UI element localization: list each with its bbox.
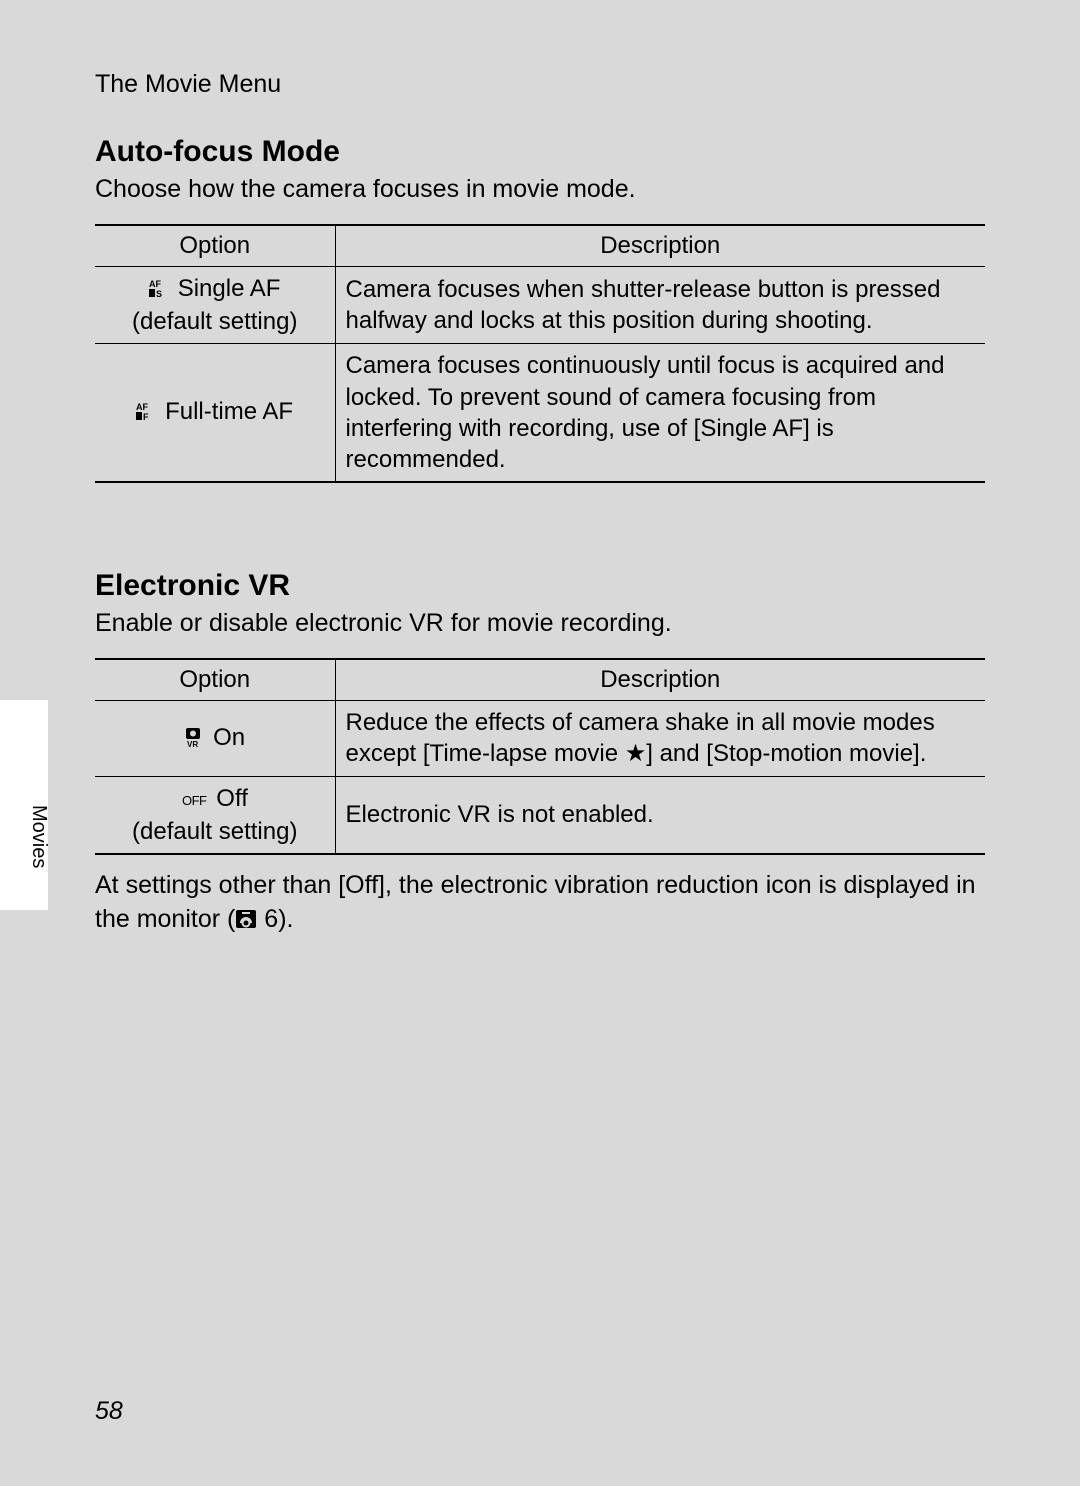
vr-option-on: VR On <box>95 701 335 776</box>
vr-on-desc-post: ] and [Stop-motion movie]. <box>646 740 926 767</box>
af-option-single-desc: Camera focuses when shutter-release butt… <box>335 267 985 344</box>
af-col-option: Option <box>95 225 335 267</box>
table-row: AF S Single AF (default setting) Camera … <box>95 267 985 344</box>
af-option-single-sub: (default setting) <box>105 306 325 337</box>
section-title-vr: Electronic VR <box>95 569 985 603</box>
vr-note-pre: At settings other than [Off], the electr… <box>95 871 976 933</box>
svg-text:VR: VR <box>187 740 198 747</box>
vr-on-icon: VR <box>184 724 206 755</box>
chapter-title: The Movie Menu <box>95 70 985 99</box>
table-row: AF F Full-time AF Camera focuses continu… <box>95 344 985 482</box>
vr-col-desc: Description <box>335 659 985 701</box>
vr-note-post: ). <box>278 905 293 933</box>
page-number: 58 <box>95 1397 123 1426</box>
vr-option-off-label: Off <box>216 785 248 812</box>
vr-table: Option Description VR <box>95 658 985 855</box>
section-title-af: Auto-focus Mode <box>95 135 985 169</box>
svg-text:F: F <box>143 412 149 421</box>
svg-text:AF: AF <box>136 402 148 412</box>
vr-col-option: Option <box>95 659 335 701</box>
vr-option-off-sub: (default setting) <box>105 816 325 847</box>
vr-option-on-label: On <box>213 724 245 751</box>
af-option-fulltime: AF F Full-time AF <box>95 344 335 482</box>
side-tab-label: Movies <box>27 805 50 868</box>
table-row: OFF Off (default setting) Electronic VR … <box>95 776 985 854</box>
ref-page-icon <box>235 905 257 939</box>
af-option-fulltime-label: Full-time AF <box>165 398 293 425</box>
af-fulltime-icon: AF F <box>136 398 158 429</box>
vr-option-off-desc: Electronic VR is not enabled. <box>335 776 985 854</box>
af-option-single-label: Single AF <box>178 275 281 302</box>
table-row: VR On Reduce the effects of camera shake… <box>95 701 985 776</box>
vr-option-off: OFF Off (default setting) <box>95 776 335 854</box>
af-col-desc: Description <box>335 225 985 267</box>
svg-text:S: S <box>156 289 162 298</box>
off-icon: OFF <box>182 785 210 816</box>
svg-text:AF: AF <box>149 279 161 289</box>
manual-page: Movies The Movie Menu Auto-focus Mode Ch… <box>0 0 1080 1486</box>
vr-note-ref: 6 <box>264 905 278 933</box>
af-single-icon: AF S <box>149 275 171 306</box>
af-table: Option Description AF S <box>95 224 985 483</box>
vr-note: At settings other than [Off], the electr… <box>95 869 985 939</box>
vr-option-on-desc: Reduce the effects of camera shake in al… <box>335 701 985 776</box>
section-intro-vr: Enable or disable electronic VR for movi… <box>95 609 985 638</box>
af-option-single: AF S Single AF (default setting) <box>95 267 335 344</box>
svg-text:OFF: OFF <box>182 793 207 808</box>
af-option-fulltime-desc: Camera focuses continuously until focus … <box>335 344 985 482</box>
section-auto-focus: Auto-focus Mode Choose how the camera fo… <box>95 135 985 483</box>
section-intro-af: Choose how the camera focuses in movie m… <box>95 175 985 204</box>
star-icon: ★ <box>625 740 647 767</box>
section-electronic-vr: Electronic VR Enable or disable electron… <box>95 569 985 938</box>
